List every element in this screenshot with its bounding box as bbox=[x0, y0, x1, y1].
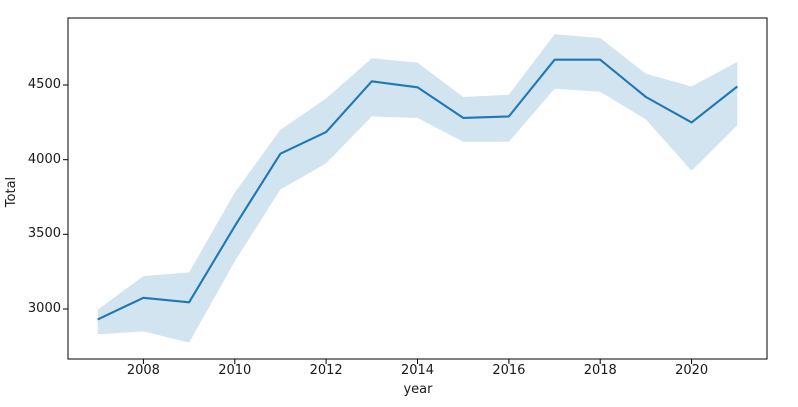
total-line bbox=[97, 58, 738, 321]
x-tick-label: 2018 bbox=[583, 363, 617, 378]
x-tick-label: 2016 bbox=[492, 363, 526, 378]
x-tick-label: 2012 bbox=[309, 363, 343, 378]
y-tick-label: 3000 bbox=[27, 300, 61, 316]
x-axis-label: year bbox=[403, 382, 433, 397]
x-tick-label: 2010 bbox=[218, 363, 252, 378]
x-tick-label: 2014 bbox=[400, 363, 435, 378]
y-tick-label: 4000 bbox=[27, 151, 61, 167]
x-tick-label: 2020 bbox=[675, 363, 709, 378]
y-tick-label: 4500 bbox=[27, 77, 61, 93]
axis-tick-marks bbox=[63, 84, 693, 364]
confidence-band bbox=[97, 34, 738, 343]
x-tick-label: 2008 bbox=[126, 363, 160, 378]
y-axis-label: Total bbox=[4, 176, 19, 208]
y-tick-label: 3500 bbox=[27, 226, 61, 242]
